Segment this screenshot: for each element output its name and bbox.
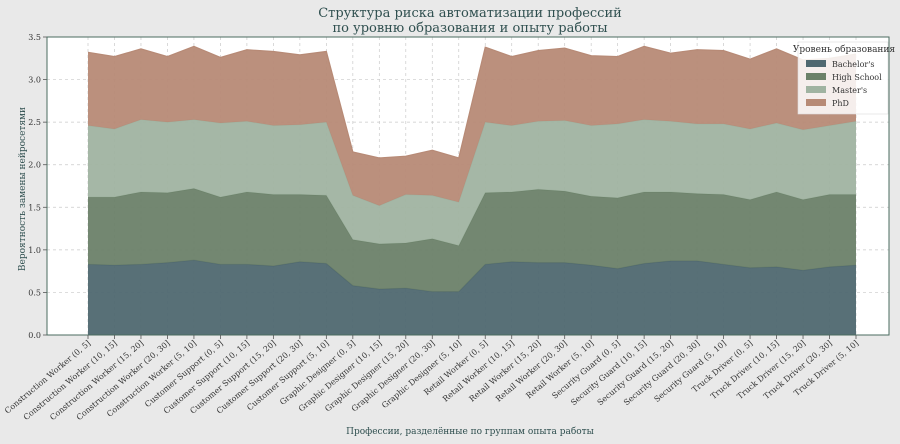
chart-title-line-2: по уровню образования и опыту работы (332, 21, 607, 36)
y-tick-label: 3.0 (28, 76, 41, 85)
legend-title: Уровень образования (793, 44, 896, 55)
area-edge-phd (87, 45, 857, 159)
area-high-school (88, 188, 856, 292)
legend-swatch-phd (806, 99, 826, 106)
legend-label-bachelor-s: Bachelor's (832, 60, 875, 69)
legend-swatch-high-school (806, 73, 826, 80)
x-axis-label: Профессии, разделённые по группам опыта … (346, 426, 594, 437)
y-axis-label: Вероятность замены нейросетями (18, 107, 28, 271)
legend-swatch-master-s (806, 86, 826, 93)
y-tick-label: 2.5 (28, 118, 41, 127)
y-tick-label: 0.0 (28, 331, 41, 340)
y-tick-label: 1.0 (28, 246, 41, 255)
area-master-s (88, 119, 856, 246)
y-tick-label: 3.5 (28, 33, 41, 42)
legend-label-high-school: High School (832, 73, 882, 82)
y-tick-label: 1.5 (28, 203, 41, 212)
y-tick-label: 0.5 (28, 288, 41, 297)
legend-label-master-s: Master's (832, 86, 867, 95)
chart-title-line-1: Структура риска автоматизации профессий (318, 6, 622, 21)
legend-label-phd: PhD (832, 99, 849, 108)
area-bachelor-s (88, 260, 856, 335)
y-tick-label: 2.0 (28, 161, 41, 170)
area-phd (88, 46, 856, 206)
plot-frame (46, 36, 890, 336)
legend-swatch-bachelor-s (806, 60, 826, 67)
